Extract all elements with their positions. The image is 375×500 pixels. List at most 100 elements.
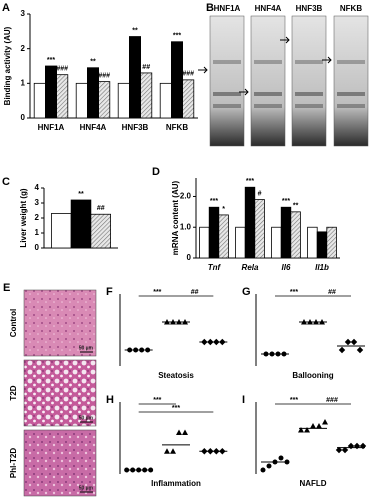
- histology-image: [23, 429, 97, 497]
- bar: [33, 82, 46, 119]
- arrow: [322, 56, 332, 64]
- y-tick-label: 1: [21, 78, 26, 87]
- significance: ###: [56, 66, 68, 73]
- panel-letter: B: [206, 2, 214, 14]
- y-tick-label: 2: [21, 44, 26, 53]
- data-point: [176, 429, 182, 435]
- bar: [140, 72, 153, 119]
- bar: [290, 211, 301, 259]
- y-axis-label: Liver weight (g): [19, 188, 28, 247]
- lane-label: HNF3B: [296, 4, 323, 13]
- panel-letter: F: [106, 286, 113, 298]
- panel-letter: C: [2, 176, 10, 188]
- significance: ###: [326, 397, 338, 404]
- data-point: [316, 423, 322, 429]
- bar: [75, 82, 88, 119]
- scale-label: 50 µm: [79, 415, 94, 421]
- significance: #: [258, 190, 262, 197]
- lane-label: HNF1A: [214, 4, 241, 13]
- data-point: [266, 463, 272, 469]
- significance: ***: [282, 198, 290, 205]
- data-point: [260, 467, 266, 473]
- significance: ***: [290, 289, 298, 296]
- gel-image: [291, 15, 327, 147]
- data-point: [310, 423, 316, 429]
- image-label: Control: [9, 309, 18, 337]
- y-tick-label: 4: [35, 183, 40, 192]
- arrow: [198, 66, 208, 74]
- bar: [159, 82, 172, 119]
- significance: ***: [246, 178, 254, 185]
- data-point: [341, 446, 349, 454]
- gel-band: [295, 60, 323, 64]
- scale-label: 50 µm: [79, 485, 94, 491]
- x-tick-label: Il1b: [315, 263, 329, 272]
- bar: [307, 226, 318, 259]
- x-axis-label: Inflammation: [151, 479, 201, 488]
- bar: [70, 199, 92, 249]
- x-tick-label: Tnf: [208, 263, 222, 272]
- significance: ##: [328, 289, 336, 296]
- y-tick-label: 1.0: [180, 222, 192, 231]
- y-axis-label: Binding activity (AU): [3, 26, 12, 105]
- bar: [244, 186, 256, 259]
- significance: ###: [182, 71, 194, 78]
- bar: [170, 41, 183, 119]
- gel-band: [295, 92, 323, 96]
- image-label: Phl-T2D: [9, 448, 18, 478]
- lane-label: NFKB: [340, 4, 362, 13]
- y-tick-label: 3: [35, 198, 40, 207]
- gel-band: [295, 104, 323, 108]
- y-tick-label: 2.0: [180, 192, 192, 201]
- bar: [90, 213, 112, 249]
- lane-label: HNF4A: [255, 4, 282, 13]
- bar: [56, 74, 69, 119]
- panel-letter: D: [152, 166, 160, 178]
- significance: ###: [98, 72, 110, 79]
- data-point: [298, 427, 304, 433]
- gel-band: [337, 104, 365, 108]
- x-axis-label: Ballooning: [292, 371, 333, 380]
- x-tick-label: HNF1A: [38, 123, 65, 132]
- gel-image: [250, 15, 286, 147]
- histology-image: [23, 359, 97, 427]
- significance: ***: [172, 405, 180, 412]
- bar: [235, 226, 246, 259]
- bar: [254, 199, 265, 259]
- bar: [45, 65, 58, 119]
- gel-panel: B: [206, 2, 214, 14]
- significance: **: [132, 27, 138, 34]
- significance: ##: [191, 289, 199, 296]
- image-label: T2D: [9, 385, 18, 400]
- histology-image: [23, 289, 97, 357]
- gel-band: [213, 60, 241, 64]
- data-point: [356, 346, 364, 354]
- panel-letter: E: [3, 282, 10, 294]
- arrow: [239, 88, 249, 96]
- x-tick-label: HNF4A: [80, 123, 107, 132]
- x-tick-label: HNF3B: [122, 123, 149, 132]
- gel-band: [337, 60, 365, 64]
- bar: [218, 214, 229, 259]
- gel-band: [213, 92, 241, 96]
- data-point: [164, 448, 170, 454]
- data-point: [278, 455, 284, 461]
- x-tick-label: NFKB: [166, 123, 188, 132]
- gel-band: [254, 92, 282, 96]
- data-point: [353, 442, 361, 450]
- bar: [271, 226, 282, 259]
- data-point: [338, 346, 346, 354]
- x-axis-label: NAFLD: [299, 479, 326, 488]
- gel-band: [213, 104, 241, 108]
- significance: ***: [290, 397, 298, 404]
- y-tick-label: 1: [35, 228, 40, 237]
- significance: *: [222, 206, 225, 213]
- panel-letter: H: [106, 394, 114, 406]
- x-tick-label: Il6: [282, 263, 291, 272]
- bar: [128, 36, 141, 119]
- data-point: [350, 338, 358, 346]
- y-tick-label: 2: [35, 213, 40, 222]
- data-point: [359, 442, 367, 450]
- bar: [182, 79, 195, 119]
